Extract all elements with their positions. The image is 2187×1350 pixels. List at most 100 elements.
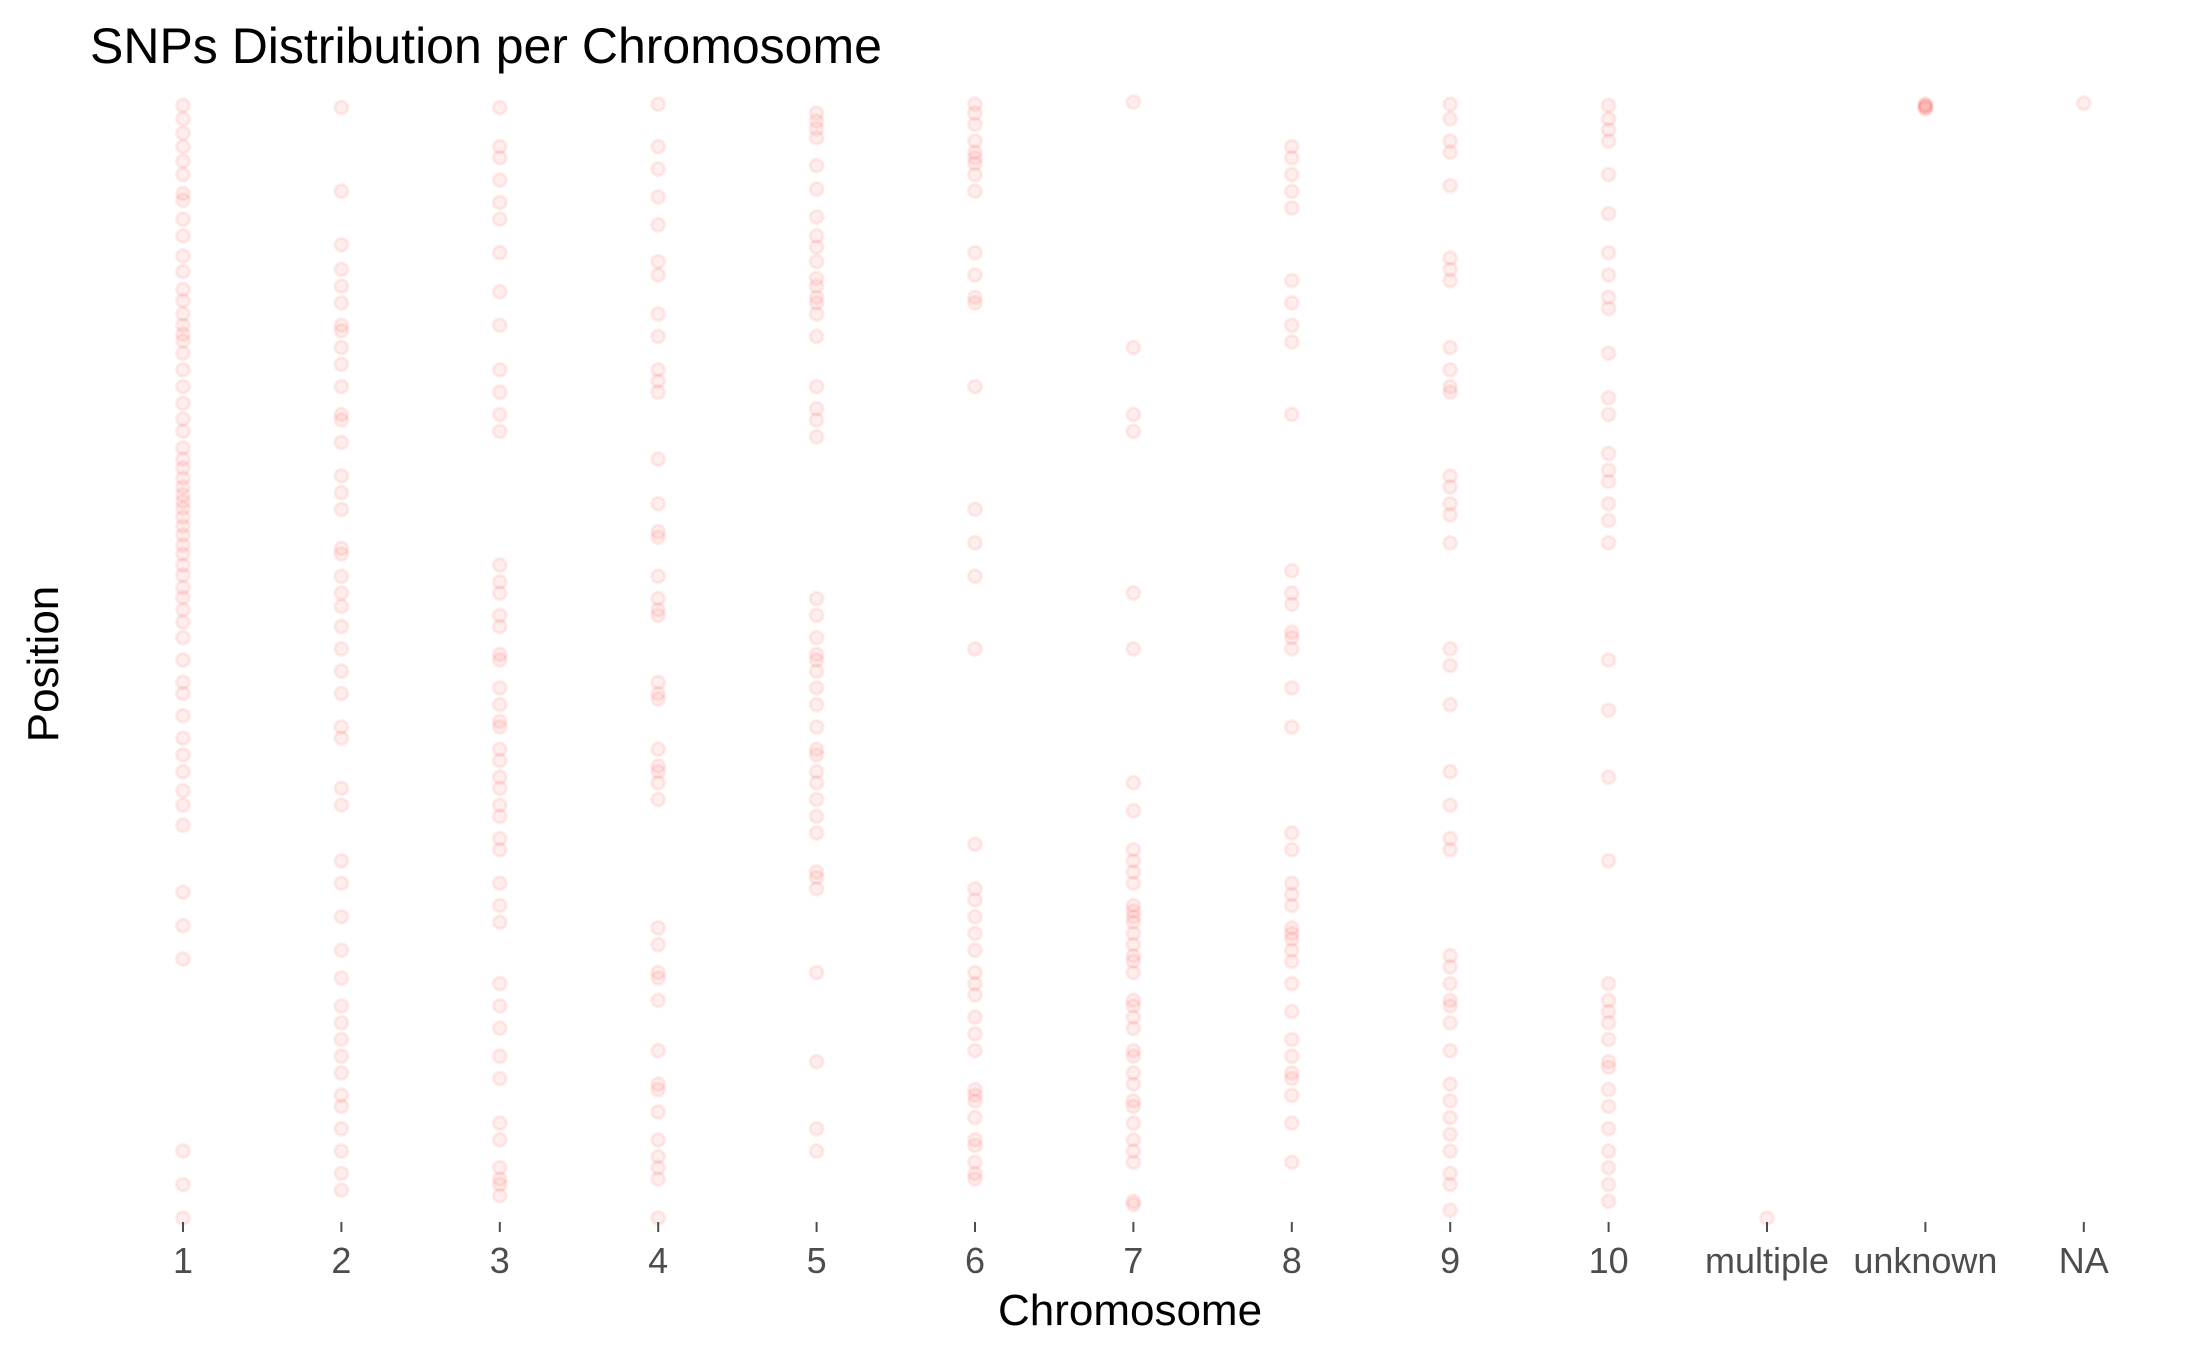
- data-point: [1600, 512, 1617, 529]
- data-point: [967, 294, 983, 311]
- data-point: [175, 395, 191, 412]
- data-point: [1442, 841, 1459, 858]
- data-point: [1442, 1143, 1459, 1160]
- data-point: [808, 289, 825, 306]
- data-point: [650, 529, 667, 546]
- data-point: [1600, 992, 1617, 1009]
- data-point: [1917, 99, 1934, 116]
- data-point: [491, 1176, 508, 1193]
- data-point: [1442, 830, 1459, 847]
- data-point: [491, 997, 508, 1014]
- data-point: [1442, 1042, 1459, 1059]
- data-point: [1442, 1014, 1459, 1031]
- data-point: [650, 216, 667, 233]
- data-point: [175, 227, 191, 244]
- data-point: [650, 691, 667, 708]
- data-point: [1125, 1092, 1142, 1109]
- data-point: [491, 1020, 508, 1037]
- data-point: [1283, 975, 1300, 992]
- data-point: [175, 567, 191, 584]
- data-point: [650, 373, 667, 389]
- data-point: [491, 646, 508, 663]
- data-point: [967, 925, 983, 942]
- data-point: [1125, 1154, 1142, 1171]
- data-point: [333, 663, 350, 680]
- data-point: [1442, 992, 1459, 1009]
- data-point: [491, 244, 508, 261]
- data-point: [967, 891, 983, 908]
- data-point: [1442, 144, 1459, 161]
- data-point: [333, 942, 350, 959]
- data-point: [333, 685, 350, 702]
- data-point: [1600, 389, 1617, 406]
- data-point: [175, 782, 191, 799]
- data-point: [808, 1120, 825, 1137]
- data-point: [650, 774, 667, 791]
- x-tick-label: 2: [331, 1240, 351, 1281]
- data-point: [967, 266, 983, 283]
- data-point: [491, 618, 508, 635]
- data-point: [1125, 94, 1142, 110]
- data-point: [650, 685, 667, 702]
- data-point: [1283, 931, 1300, 947]
- data-point: [808, 278, 825, 295]
- data-point: [1600, 345, 1617, 362]
- data-point: [491, 713, 508, 730]
- data-point: [1442, 250, 1459, 267]
- data-point: [491, 1187, 508, 1204]
- data-point: [175, 685, 191, 702]
- data-point: [967, 1092, 983, 1109]
- data-point: [333, 908, 350, 925]
- data-point: [808, 157, 825, 174]
- data-point: [1125, 1048, 1142, 1065]
- data-point: [1600, 1053, 1617, 1070]
- x-tick-label: NA: [2059, 1240, 2109, 1281]
- data-point: [1125, 339, 1142, 356]
- data-point: [808, 869, 825, 886]
- data-point: [1442, 378, 1459, 395]
- data-point: [808, 239, 825, 256]
- data-point: [1125, 903, 1142, 920]
- x-tick-label: 4: [648, 1240, 668, 1281]
- data-point: [650, 1170, 667, 1187]
- data-point: [650, 758, 667, 775]
- data-point: [1600, 445, 1617, 462]
- data-point: [1125, 841, 1142, 858]
- data-point: [808, 774, 825, 791]
- data-point: [491, 841, 508, 858]
- data-point: [967, 534, 983, 551]
- x-tick-label: 8: [1282, 1240, 1302, 1281]
- data-point: [808, 270, 825, 287]
- data-point: [175, 884, 191, 901]
- chart-title: SNPs Distribution per Chromosome: [90, 18, 882, 74]
- data-point: [175, 817, 191, 834]
- data-point: [1125, 864, 1142, 881]
- data-point: [808, 646, 825, 663]
- data-point: [967, 1165, 983, 1182]
- data-point: [650, 601, 667, 618]
- data-point: [175, 153, 191, 170]
- data-point: [175, 589, 191, 606]
- data-point: [491, 897, 508, 914]
- data-point: [175, 486, 191, 503]
- data-point: [808, 746, 825, 763]
- data-point: [491, 914, 508, 931]
- data-point: [333, 467, 350, 484]
- data-point: [808, 741, 825, 758]
- data-point: [1442, 272, 1459, 289]
- data-point: [175, 306, 191, 323]
- data-point: [175, 410, 191, 427]
- data-point: [808, 378, 825, 395]
- data-point: [1442, 797, 1459, 814]
- data-point: [650, 384, 667, 401]
- data-point: [175, 166, 191, 183]
- data-point: [1917, 96, 1934, 113]
- data-point: [1442, 384, 1459, 401]
- data-point: [1283, 1048, 1300, 1065]
- data-point: [1600, 97, 1617, 114]
- data-point: [491, 211, 508, 228]
- data-point: [1600, 1120, 1617, 1137]
- data-point: [491, 384, 508, 401]
- data-point: [333, 322, 350, 339]
- data-point: [491, 1115, 508, 1132]
